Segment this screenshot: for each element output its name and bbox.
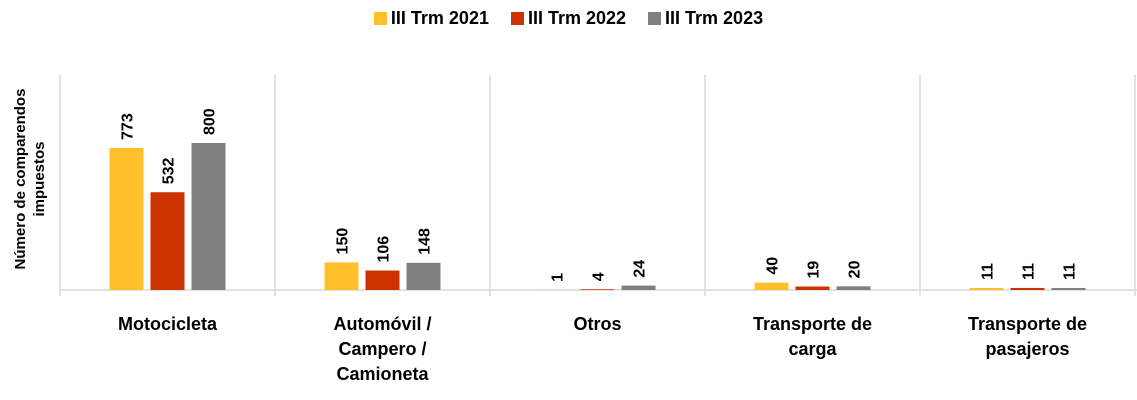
legend-swatch (648, 12, 662, 25)
legend-label: III Trm 2023 (665, 8, 764, 28)
value-label: 11 (980, 263, 997, 280)
legend-label: III Trm 2021 (390, 8, 489, 28)
bar (150, 192, 185, 290)
value-label: 40 (765, 257, 782, 275)
legend-item: III Trm 2021 (373, 8, 489, 29)
bar (795, 286, 830, 290)
x-tick-label: Automóvil / Campero / Camioneta (333, 314, 432, 384)
legend-swatch (510, 12, 524, 25)
bar (1051, 287, 1086, 290)
value-label: 800 (202, 108, 219, 135)
legend-item: III Trm 2023 (648, 8, 763, 29)
value-label: 19 (806, 261, 823, 279)
legend-label: III Trm 2022 (527, 8, 627, 28)
value-label: 24 (632, 260, 649, 278)
value-label: 106 (376, 236, 393, 263)
y-axis-label: Número de comparendos impuestos (12, 88, 48, 270)
value-label: 1 (550, 273, 567, 282)
value-label: 148 (417, 228, 434, 255)
value-label: 773 (120, 113, 137, 140)
bar (836, 286, 871, 290)
bar (580, 289, 615, 290)
value-label: 4 (591, 272, 608, 281)
x-tick-label: Motocicleta (117, 314, 218, 334)
bar (621, 285, 656, 290)
value-label: 532 (161, 157, 178, 184)
bar (969, 287, 1004, 290)
x-tick-label: Transporte de pasajeros (967, 314, 1088, 359)
bar (191, 143, 226, 290)
bar (1010, 287, 1045, 290)
value-label: 11 (1062, 263, 1079, 280)
value-label: 20 (847, 260, 864, 278)
bar (109, 147, 144, 290)
x-tick-label: Transporte de carga (752, 314, 873, 359)
value-label: 11 (1021, 263, 1038, 280)
x-tick-label: Otros (573, 314, 622, 334)
legend-item: III Trm 2022 (510, 8, 627, 29)
bar (324, 262, 359, 290)
value-label: 150 (335, 228, 352, 255)
legend: III Trm 2021 III Trm 2022 III Trm 2023 (0, 8, 1137, 29)
bar (754, 282, 789, 290)
bar (406, 262, 441, 290)
legend-swatch (373, 12, 387, 25)
bar (365, 270, 400, 290)
